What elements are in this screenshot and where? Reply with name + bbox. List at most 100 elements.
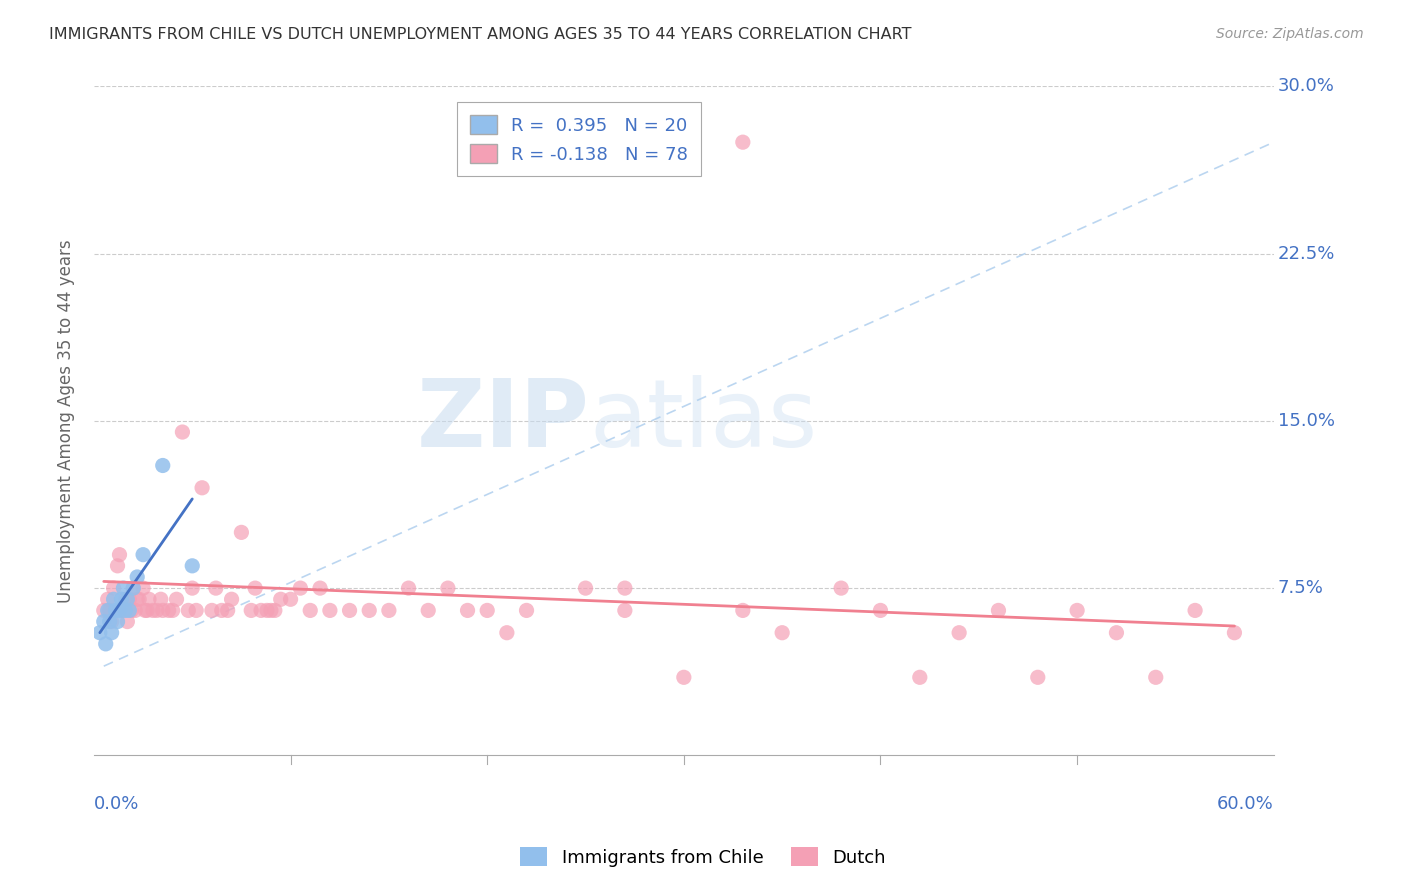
Point — [217, 603, 239, 617]
Point — [319, 603, 342, 617]
Point — [1026, 670, 1049, 684]
Text: 0.0%: 0.0% — [94, 796, 139, 814]
Point — [94, 637, 117, 651]
Point — [132, 581, 155, 595]
Point — [613, 603, 636, 617]
Point — [110, 592, 132, 607]
Point — [1105, 625, 1128, 640]
Point — [672, 670, 695, 684]
Point — [127, 570, 149, 584]
Point — [256, 603, 278, 617]
Point — [149, 592, 172, 607]
Point — [134, 603, 156, 617]
Point — [107, 615, 129, 629]
Point — [136, 603, 159, 617]
Point — [112, 603, 135, 617]
Point — [378, 603, 401, 617]
Point — [309, 581, 332, 595]
Point — [418, 603, 440, 617]
Point — [162, 603, 184, 617]
Text: 15.0%: 15.0% — [1278, 412, 1334, 430]
Point — [100, 615, 122, 629]
Point — [731, 135, 754, 149]
Point — [205, 581, 228, 595]
Point — [574, 581, 596, 595]
Point — [398, 581, 420, 595]
Point — [177, 603, 200, 617]
Point — [152, 458, 174, 473]
Point — [93, 603, 115, 617]
Point — [299, 603, 322, 617]
Point — [128, 592, 150, 607]
Y-axis label: Unemployment Among Ages 35 to 44 years: Unemployment Among Ages 35 to 44 years — [58, 239, 75, 603]
Point — [263, 603, 285, 617]
Point — [987, 603, 1010, 617]
Point — [114, 603, 136, 617]
Point — [124, 603, 146, 617]
Point — [152, 603, 174, 617]
Text: atlas: atlas — [589, 375, 818, 467]
Point — [108, 603, 131, 617]
Point — [181, 581, 204, 595]
Point — [201, 603, 224, 617]
Point — [112, 581, 135, 595]
Point — [290, 581, 312, 595]
Point — [221, 592, 243, 607]
Point — [118, 603, 141, 617]
Point — [104, 603, 127, 617]
Point — [117, 592, 139, 607]
Point — [114, 592, 136, 607]
Legend: R =  0.395   N = 20, R = -0.138   N = 78: R = 0.395 N = 20, R = -0.138 N = 78 — [457, 103, 700, 177]
Point — [731, 603, 754, 617]
Point — [103, 581, 125, 595]
Point — [191, 481, 214, 495]
Point — [138, 592, 160, 607]
Point — [1144, 670, 1167, 684]
Point — [908, 670, 931, 684]
Point — [146, 603, 169, 617]
Point — [108, 548, 131, 562]
Point — [948, 625, 970, 640]
Point — [231, 525, 253, 540]
Point — [172, 425, 194, 439]
Point — [437, 581, 460, 595]
Legend: Immigrants from Chile, Dutch: Immigrants from Chile, Dutch — [513, 840, 893, 874]
Point — [89, 625, 111, 640]
Point — [243, 581, 266, 595]
Text: IMMIGRANTS FROM CHILE VS DUTCH UNEMPLOYMENT AMONG AGES 35 TO 44 YEARS CORRELATIO: IMMIGRANTS FROM CHILE VS DUTCH UNEMPLOYM… — [49, 27, 911, 42]
Text: 22.5%: 22.5% — [1278, 244, 1336, 262]
Point — [186, 603, 208, 617]
Point — [869, 603, 891, 617]
Point — [107, 558, 129, 573]
Point — [118, 592, 141, 607]
Point — [211, 603, 233, 617]
Point — [1066, 603, 1088, 617]
Point — [250, 603, 273, 617]
Point — [457, 603, 479, 617]
Point — [339, 603, 361, 617]
Point — [830, 581, 852, 595]
Point — [103, 592, 125, 607]
Point — [359, 603, 381, 617]
Text: ZIP: ZIP — [416, 375, 589, 467]
Point — [181, 558, 204, 573]
Point — [260, 603, 283, 617]
Point — [98, 615, 121, 629]
Point — [515, 603, 537, 617]
Point — [122, 581, 145, 595]
Point — [93, 615, 115, 629]
Text: 60.0%: 60.0% — [1218, 796, 1274, 814]
Point — [120, 603, 142, 617]
Point — [613, 581, 636, 595]
Point — [280, 592, 302, 607]
Point — [770, 625, 793, 640]
Point — [1184, 603, 1206, 617]
Point — [97, 592, 120, 607]
Point — [496, 625, 519, 640]
Point — [477, 603, 499, 617]
Point — [166, 592, 188, 607]
Point — [100, 625, 122, 640]
Point — [270, 592, 292, 607]
Point — [1223, 625, 1246, 640]
Point — [122, 581, 145, 595]
